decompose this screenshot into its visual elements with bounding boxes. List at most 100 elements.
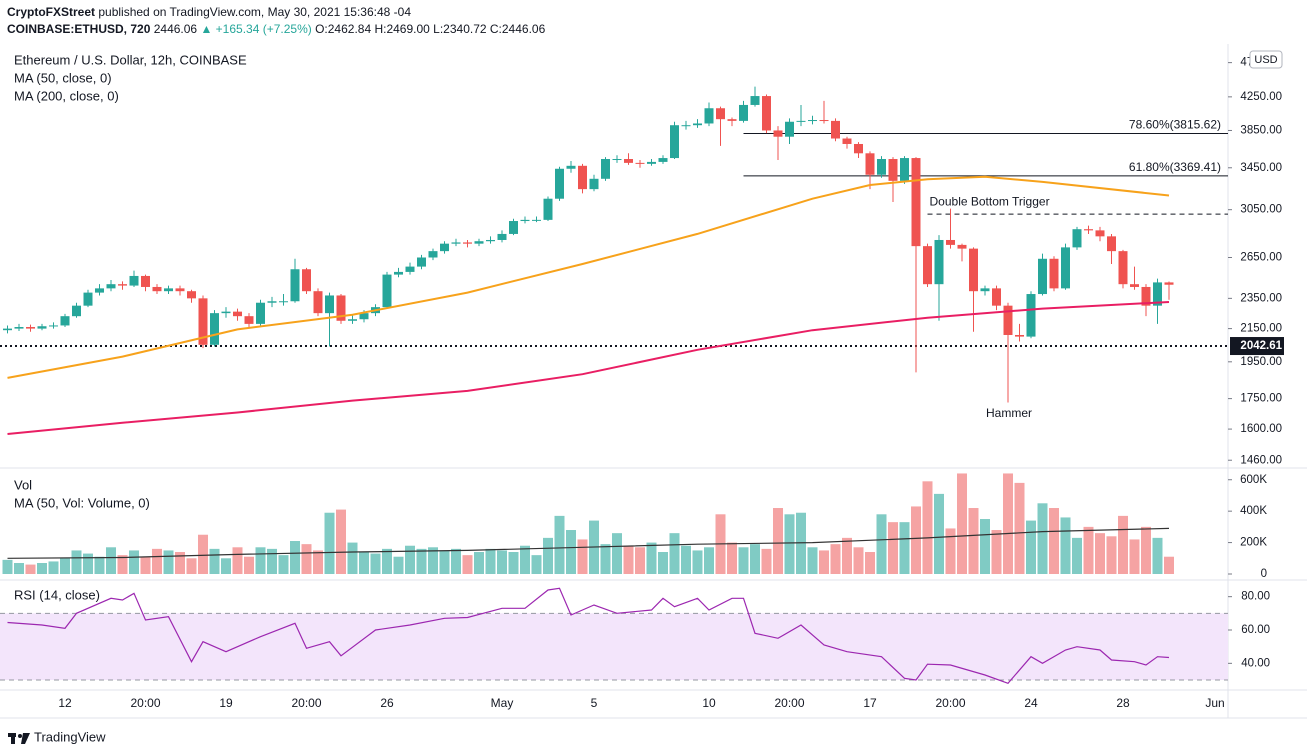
candle-body — [382, 274, 392, 308]
last-price: 2446.06 — [153, 22, 198, 36]
candle-body — [313, 291, 323, 314]
volume-bar — [980, 519, 990, 574]
pane-title: Vol — [14, 477, 32, 492]
candle-body — [819, 120, 829, 122]
logo-part — [18, 734, 22, 738]
x-tick-label: 5 — [591, 696, 598, 710]
price-label: 2042.61 — [1240, 340, 1282, 352]
candle-body — [727, 119, 737, 121]
volume-bar — [635, 547, 645, 574]
volume-bar — [761, 548, 772, 574]
y-tick-label: 0 — [1261, 568, 1267, 580]
candle-body — [325, 295, 334, 314]
volume-bar — [439, 550, 450, 574]
candle-body — [348, 319, 357, 321]
symbol: COINBASE:ETHUSD, 720 — [7, 22, 151, 36]
candle-body — [405, 266, 415, 272]
candle-body — [451, 242, 461, 244]
volume-bar — [129, 550, 139, 574]
volume-bar — [819, 550, 829, 574]
candle-body — [463, 242, 472, 244]
candle-body — [923, 246, 932, 285]
volume-bar — [106, 547, 116, 574]
candle-body — [566, 165, 576, 169]
volume-bar — [1152, 537, 1163, 574]
candle-body — [95, 288, 104, 293]
candle-body — [509, 221, 518, 234]
candle-body — [175, 288, 185, 292]
volume-bar — [1014, 482, 1025, 574]
volume-bar — [784, 514, 795, 574]
candle-body — [796, 120, 806, 122]
volume-bar — [1026, 520, 1036, 574]
candle-body — [336, 295, 346, 321]
candle-body — [1084, 229, 1093, 231]
volume-bar — [14, 563, 24, 574]
candle-body — [106, 284, 116, 289]
x-tick-label: 17 — [863, 696, 877, 710]
volume-bar — [911, 506, 921, 574]
volume-bar — [1083, 526, 1094, 574]
volume-bar — [94, 556, 105, 574]
volume-bar — [1118, 515, 1128, 574]
plot: 1460.00 1600.00 1750.00 1950.00 2150.00 2350.… — [0, 44, 1307, 719]
author: CryptoFXStreet — [7, 5, 96, 19]
legend-entry: MA (50, close, 0) — [14, 70, 112, 85]
candle-body — [1130, 284, 1139, 287]
x-tick-label: 26 — [380, 696, 394, 710]
candle-body — [934, 239, 944, 285]
candle-body — [1072, 229, 1082, 248]
candle-body — [900, 158, 909, 181]
annotation: Hammer — [986, 406, 1032, 420]
volume-bar — [244, 556, 254, 574]
volume-bar — [508, 552, 519, 574]
candle-body — [440, 243, 449, 252]
candle-body — [693, 123, 702, 126]
volume-bar — [209, 548, 220, 574]
brand-logo — [8, 733, 30, 744]
candle-body — [141, 275, 150, 287]
y-tick-label: 600K — [1240, 474, 1267, 486]
candle-body — [578, 165, 587, 190]
candle-body — [1049, 258, 1059, 289]
candle-body — [957, 244, 967, 249]
volume-bar — [773, 508, 783, 574]
volume-bar — [359, 552, 369, 574]
candle-body — [60, 316, 70, 326]
volume-bar — [750, 544, 760, 574]
published: published on TradingView.com, May 30, 20… — [98, 5, 412, 19]
volume-bar — [117, 555, 128, 574]
candle-body — [739, 104, 748, 121]
volume-bar — [1129, 539, 1140, 574]
volume-bar — [681, 545, 691, 574]
volume-bar — [152, 548, 162, 574]
volume-bar — [796, 512, 806, 574]
volume-bar — [1003, 473, 1013, 574]
volume-bar — [577, 539, 588, 574]
candle-body — [279, 301, 288, 303]
volume-bar — [807, 547, 818, 574]
volume-bar — [738, 547, 749, 574]
volume-bar — [198, 534, 208, 574]
volume-bar — [968, 508, 979, 574]
candle-body — [1153, 282, 1162, 306]
volume-bar — [232, 547, 243, 574]
candle-body — [256, 302, 265, 324]
volume-bar — [600, 544, 611, 574]
currency: USD — [1254, 54, 1277, 66]
candle-body — [1141, 286, 1151, 306]
volume-bar — [991, 530, 1002, 574]
x-tick-label: 20:00 — [291, 696, 321, 710]
volume-bar — [267, 548, 277, 574]
candle-body — [129, 275, 139, 286]
candle-body — [1015, 334, 1024, 337]
candle-body — [888, 159, 898, 181]
volume-bar — [566, 530, 576, 574]
volume-bar — [60, 558, 70, 574]
volume-bar — [669, 533, 680, 574]
ohlc: O:2462.84 H:2469.00 L:2340.72 C:2446.06 — [315, 22, 546, 36]
candle-body — [946, 239, 955, 245]
candle-body — [359, 313, 369, 320]
moving-average — [7, 301, 1170, 435]
